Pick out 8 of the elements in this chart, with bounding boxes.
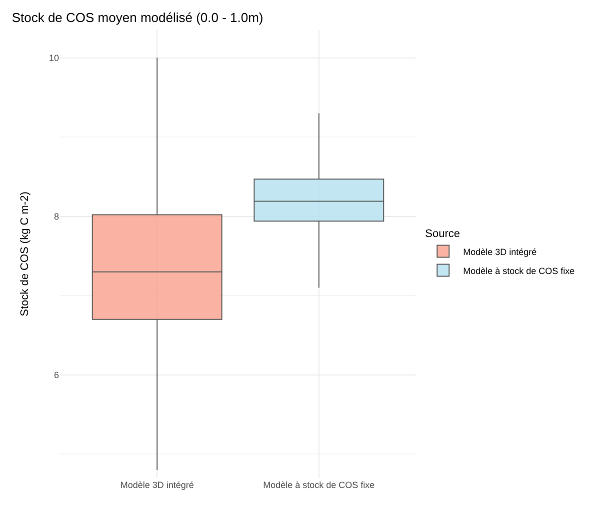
legend-label: Modèle 3D intégré <box>463 246 537 257</box>
y-tick-label: 8 <box>54 211 59 222</box>
y-axis-title: Stock de COS (kg C m-2) <box>19 192 31 316</box>
legend-title: Source <box>425 228 460 240</box>
legend-label: Modèle à stock de COS fixe <box>463 266 575 276</box>
y-tick-label: 10 <box>48 52 59 63</box>
chart-title: Stock de COS moyen modélisé (0.0 - 1.0m) <box>12 10 264 25</box>
y-tick-label: 6 <box>54 370 59 380</box>
